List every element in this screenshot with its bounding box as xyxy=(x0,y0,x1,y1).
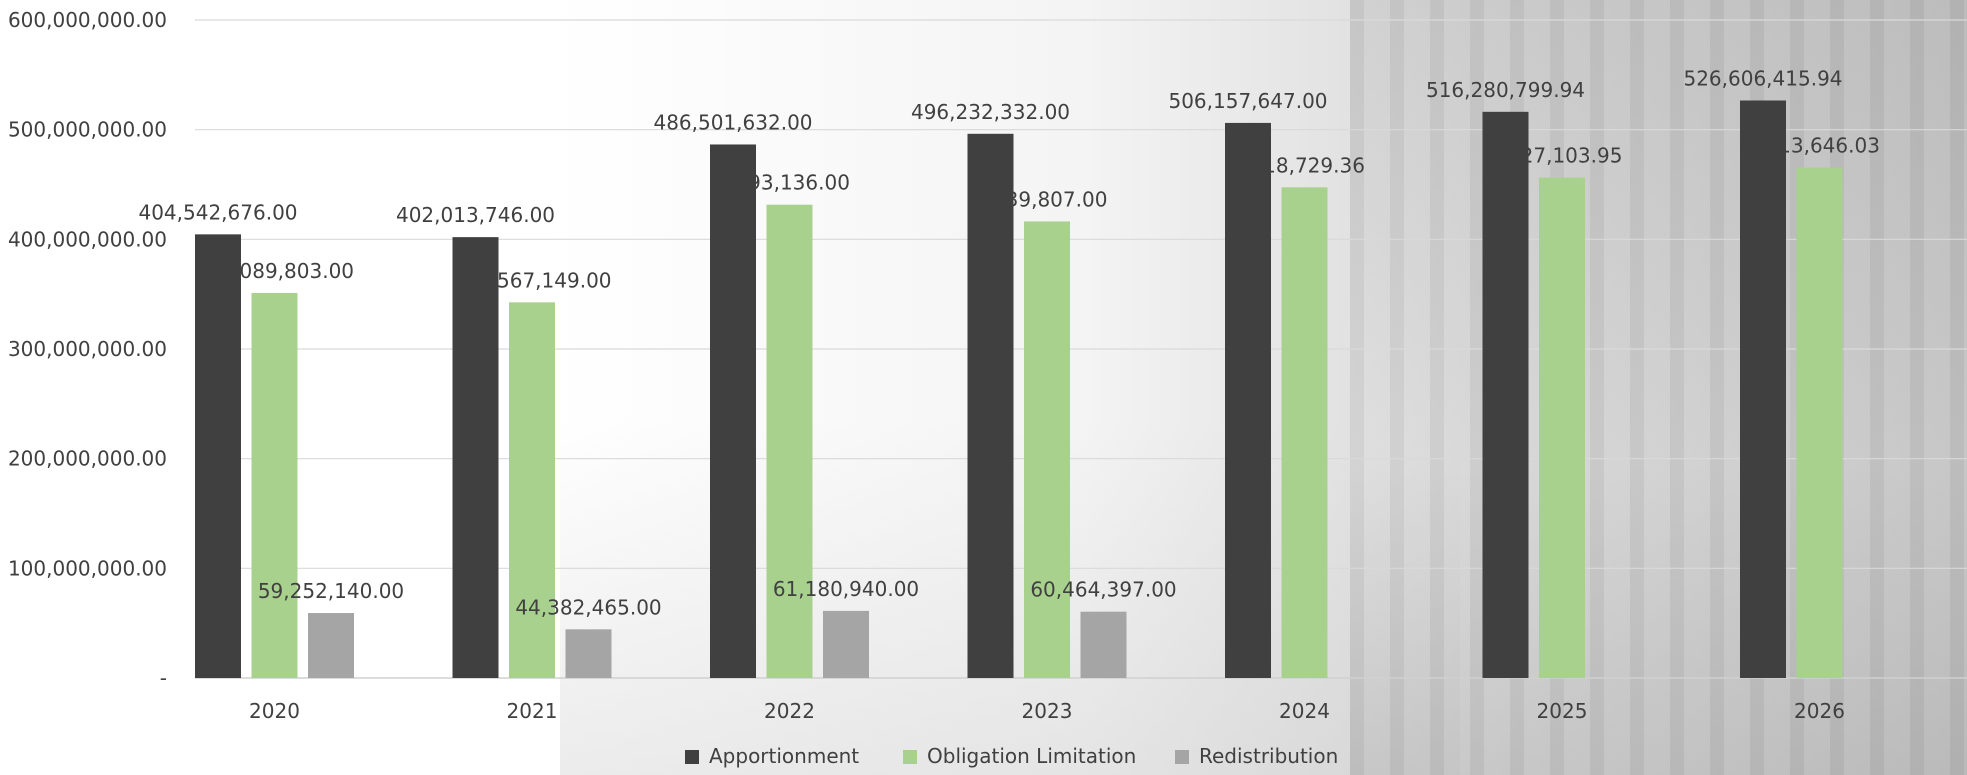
data-label: 61,180,940.00 xyxy=(773,577,919,601)
data-label: 59,252,140.00 xyxy=(258,579,404,603)
bar-obligation-limitation xyxy=(766,204,813,678)
bar-obligation-limitation xyxy=(1796,167,1843,678)
bar-apportionment xyxy=(1225,122,1271,679)
bar-obligation-limitation xyxy=(251,292,298,678)
data-label: ,339,807.00 xyxy=(987,187,1108,211)
bar-obligation-limitation xyxy=(509,302,555,678)
data-label: 526,606,415.94 xyxy=(1683,66,1842,90)
data-label: ,327,103.95 xyxy=(1502,144,1623,168)
bar-apportionment xyxy=(967,133,1014,679)
bar-obligation-limitation xyxy=(1539,177,1585,678)
data-label: 44,382,465.00 xyxy=(515,595,661,619)
x-tick-label: 2024 xyxy=(1279,699,1330,723)
data-label: 506,157,647.00 xyxy=(1168,89,1327,113)
y-tick-label: 500,000,000.00 xyxy=(8,118,167,142)
bar-redistribution xyxy=(823,610,869,678)
bar-apportionment xyxy=(195,234,241,678)
y-tick-label: 400,000,000.00 xyxy=(8,227,167,251)
data-label: 351,089,803.00 xyxy=(195,259,354,283)
data-label: 404,542,676.00 xyxy=(138,200,297,224)
bar-apportionment xyxy=(1740,100,1786,679)
data-label: ,418,729.36 xyxy=(1244,153,1365,177)
x-tick-label: 2020 xyxy=(249,699,300,723)
y-tick-label: 300,000,000.00 xyxy=(8,337,167,361)
x-tick-label: 2021 xyxy=(507,699,558,723)
x-tick-label: 2026 xyxy=(1794,699,1845,723)
bar-apportionment xyxy=(452,237,499,678)
bar-apportionment xyxy=(710,144,756,679)
bar-obligation-limitation xyxy=(1024,221,1070,679)
data-label: 486,501,632.00 xyxy=(653,110,812,134)
bar-redistribution xyxy=(565,629,612,678)
x-tick-label: 2025 xyxy=(1537,699,1588,723)
x-tick-label: 2022 xyxy=(764,699,815,723)
bar-obligation-limitation xyxy=(1281,187,1328,678)
bar-redistribution xyxy=(308,613,354,678)
data-label: 60,464,397.00 xyxy=(1030,578,1176,602)
y-tick-label: 200,000,000.00 xyxy=(8,447,167,471)
legend-label: Obligation Limitation xyxy=(927,744,1136,768)
y-tick-label: - xyxy=(160,666,167,690)
data-label: 402,013,746.00 xyxy=(396,203,555,227)
data-label: ,593,136.00 xyxy=(729,171,850,195)
y-tick-label: 600,000,000.00 xyxy=(8,8,167,32)
legend-label: Apportionment xyxy=(709,744,859,768)
data-label: 342,567,149.00 xyxy=(452,268,611,292)
y-tick-label: 100,000,000.00 xyxy=(8,556,167,580)
legend-swatch xyxy=(903,750,917,764)
legend-label: Redistribution xyxy=(1199,744,1338,768)
legend-swatch xyxy=(1175,750,1189,764)
data-label: 516,280,799.94 xyxy=(1426,78,1585,102)
bar-apportionment xyxy=(1482,111,1529,678)
legend-swatch xyxy=(685,750,699,764)
data-label: 496,232,332.00 xyxy=(911,100,1070,124)
bar-redistribution xyxy=(1080,611,1127,678)
data-label: ,413,646.03 xyxy=(1759,134,1880,158)
x-tick-label: 2023 xyxy=(1022,699,1073,723)
